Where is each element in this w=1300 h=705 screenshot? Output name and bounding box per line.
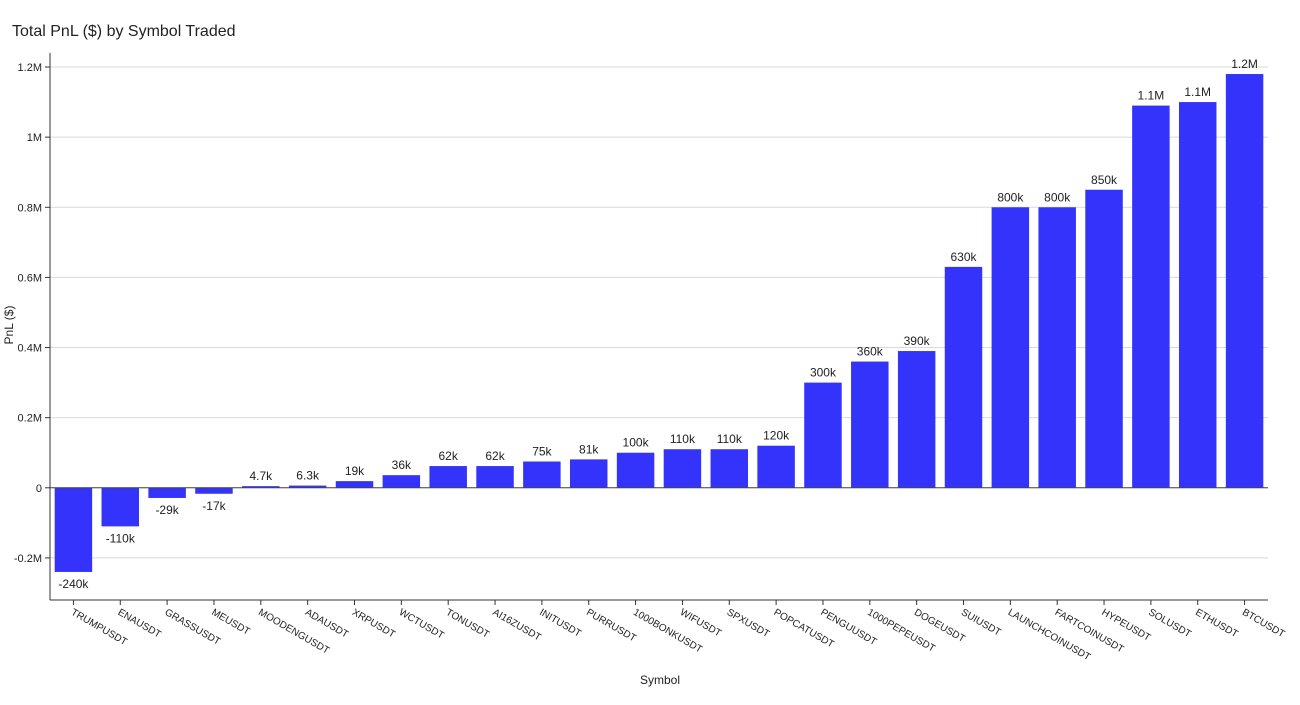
x-tick-label: INITUSDT	[537, 607, 582, 640]
bar	[569, 459, 608, 488]
bar	[382, 475, 421, 488]
value-label: 800k	[997, 190, 1024, 204]
value-label: 800k	[1044, 190, 1071, 204]
value-label: 1.1M	[1184, 85, 1211, 99]
x-tick-label: BTCUSDT	[1240, 607, 1286, 640]
y-tick-label: -0.2M	[14, 553, 42, 565]
x-tick-label: AI16ZUSDT	[491, 607, 543, 643]
bar	[616, 452, 655, 488]
bar	[54, 487, 93, 572]
bar	[710, 449, 749, 488]
bar	[1085, 189, 1123, 488]
y-tick-label: 1.2M	[18, 62, 42, 74]
y-tick-label: 0.8M	[18, 202, 42, 214]
bar	[195, 487, 233, 494]
x-tick-label: ETHUSDT	[1193, 607, 1239, 640]
value-label: 630k	[950, 250, 977, 264]
value-label: 110k	[670, 432, 696, 446]
bar	[757, 445, 795, 488]
value-label: 62k	[485, 449, 505, 463]
y-tick-label: 1M	[27, 132, 42, 144]
bar	[1178, 102, 1217, 488]
value-label: 850k	[1091, 173, 1118, 187]
value-label: 1.2M	[1231, 57, 1258, 71]
bar	[148, 487, 186, 498]
value-label: -110k	[106, 531, 136, 545]
bar	[288, 485, 327, 488]
bar	[1225, 74, 1264, 488]
bar	[944, 266, 983, 488]
value-label: -29k	[155, 503, 179, 517]
bar	[991, 207, 1030, 488]
value-label: 81k	[579, 442, 599, 456]
bar	[242, 486, 280, 488]
x-axis-label: Symbol	[640, 673, 680, 687]
value-label: 75k	[532, 444, 552, 458]
x-tick-label: XRPUSDT	[350, 607, 397, 640]
value-label: 36k	[392, 458, 412, 472]
value-label: 62k	[439, 449, 459, 463]
x-tick-label: TONUSDT	[444, 607, 491, 641]
value-label: 300k	[810, 366, 837, 380]
bar	[101, 487, 140, 527]
y-tick-label: 0.4M	[18, 343, 42, 355]
bar	[476, 466, 514, 488]
x-tick-label: SOLUSDT	[1146, 607, 1192, 640]
bar	[897, 351, 936, 488]
value-label: 360k	[857, 345, 884, 359]
bar	[523, 461, 561, 488]
bar	[1038, 207, 1076, 488]
bar	[851, 361, 889, 488]
x-tick-label: SPXUSDT	[725, 607, 771, 640]
bar	[1132, 105, 1170, 488]
value-label: 4.7k	[249, 469, 273, 483]
value-label: -240k	[58, 577, 89, 591]
y-axis-label: PnL ($)	[2, 306, 16, 345]
y-tick-label: 0	[36, 483, 42, 495]
value-label: 1.1M	[1138, 89, 1165, 103]
bar	[804, 382, 842, 488]
value-label: 110k	[717, 432, 743, 446]
x-tick-label: MEUSDT	[209, 607, 251, 638]
value-label: 120k	[763, 429, 790, 443]
x-tick-label: PURRUSDT	[584, 607, 638, 644]
value-label: 390k	[904, 334, 931, 348]
value-label: 6.3k	[296, 469, 320, 483]
chart-title: Total PnL ($) by Symbol Traded	[12, 23, 236, 40]
bar	[335, 481, 374, 488]
y-tick-label: 0.6M	[18, 272, 42, 284]
bar	[663, 449, 702, 488]
x-tick-label: LAUNCHCOINUSDT	[1006, 607, 1092, 663]
x-tick-label: WCTUSDT	[397, 607, 446, 642]
value-label: 19k	[345, 464, 365, 478]
bar	[429, 466, 467, 488]
y-tick-label: 0.2M	[18, 413, 42, 425]
value-label: -17k	[202, 499, 226, 513]
value-label: 100k	[623, 436, 650, 450]
